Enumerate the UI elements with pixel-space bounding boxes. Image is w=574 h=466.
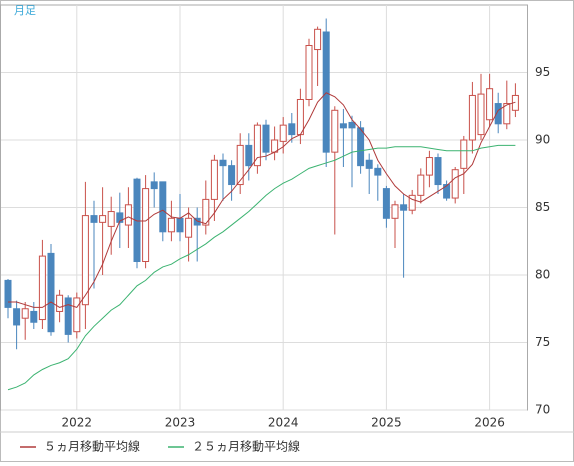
candle-body <box>339 123 347 129</box>
x-tick-label: 2022 <box>62 416 93 430</box>
candle-body <box>38 255 46 321</box>
y-tick-label: 80 <box>535 268 550 282</box>
y-tick-label: 90 <box>535 133 550 147</box>
candle-body <box>185 217 193 238</box>
candle-body <box>451 169 459 199</box>
candle-body <box>30 310 38 323</box>
candle-body <box>486 88 494 121</box>
candle-body <box>47 252 55 333</box>
candle-body <box>374 167 382 176</box>
y-tick-label: 75 <box>535 335 550 349</box>
candle-body <box>425 157 433 176</box>
candle-body <box>228 165 236 186</box>
candle-body <box>494 103 502 125</box>
candle-body <box>167 217 175 233</box>
candle-body <box>288 123 296 136</box>
candle-body <box>142 188 150 263</box>
x-tick-label: 2024 <box>268 416 299 430</box>
candle-body <box>468 94 476 141</box>
candle-body <box>348 121 356 129</box>
candle-body <box>253 124 261 167</box>
candle-body <box>107 211 115 227</box>
legend-label: ２５ヵ月移動平均線 <box>192 439 300 454</box>
x-tick-label: 2023 <box>165 416 196 430</box>
candle-body <box>99 215 107 223</box>
candle-body <box>322 31 330 153</box>
candle-body <box>400 204 408 211</box>
y-tick-label: 85 <box>535 200 550 214</box>
candle-body <box>460 139 468 169</box>
chart-title: 月足 <box>14 4 36 17</box>
candle-body <box>176 217 184 233</box>
candle-body <box>124 204 132 226</box>
moving-average-line <box>8 92 516 308</box>
candle-body <box>4 279 12 308</box>
candle-body <box>133 178 141 262</box>
candle-body <box>262 124 270 153</box>
candle-body <box>314 28 322 51</box>
candle-body <box>73 297 81 333</box>
candle-body <box>382 188 390 219</box>
candle-body <box>81 215 89 306</box>
moving-average-line <box>7 144 516 391</box>
candle-body <box>279 124 287 142</box>
candle-body <box>219 159 227 167</box>
x-tick-label: 2026 <box>474 416 505 430</box>
candle-body <box>210 159 218 200</box>
candle-body <box>443 184 451 199</box>
candle-body <box>365 159 373 169</box>
candle-body <box>408 194 416 211</box>
candle-body <box>90 215 98 223</box>
candle-body <box>503 103 511 125</box>
candle-body <box>331 109 339 153</box>
candle-body <box>477 93 485 136</box>
x-tick-label: 2025 <box>371 416 402 430</box>
candle-body <box>21 308 29 319</box>
candle-body <box>116 212 124 223</box>
candle-body <box>202 198 210 226</box>
candle-body <box>245 144 253 167</box>
candle-body <box>56 294 64 312</box>
candle-body <box>305 45 313 100</box>
legend-label: ５ヵ月移動平均線 <box>44 439 140 454</box>
candle-body <box>296 99 304 136</box>
candle-body <box>417 174 425 196</box>
candle-body <box>357 127 365 167</box>
y-tick-label: 70 <box>535 403 550 417</box>
candle-body <box>434 157 442 186</box>
candle-body <box>159 181 167 233</box>
candle-body <box>64 297 72 335</box>
candle-body <box>236 144 244 186</box>
y-tick-label: 95 <box>535 65 550 79</box>
candle-body <box>13 308 21 326</box>
candle-body <box>150 181 158 190</box>
candle-body <box>391 204 399 219</box>
